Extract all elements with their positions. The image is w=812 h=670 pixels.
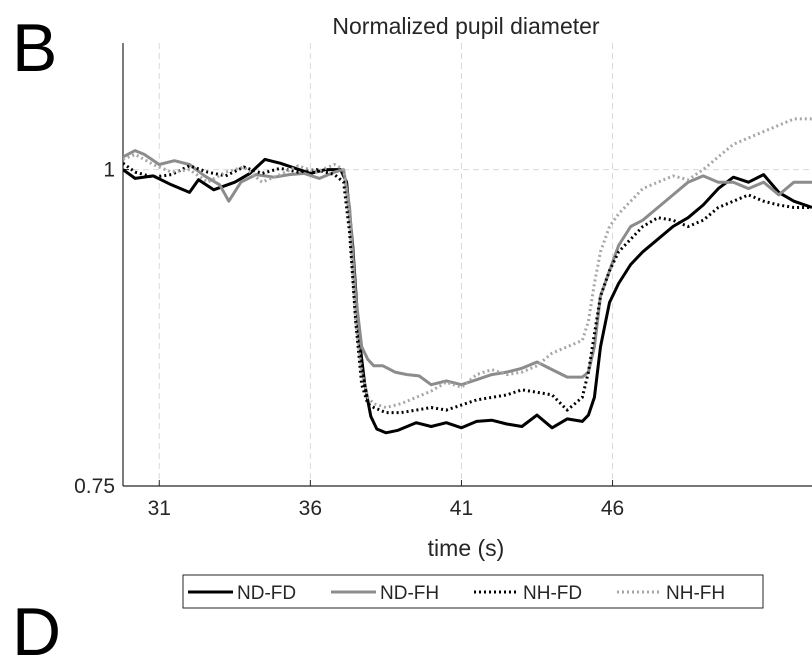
series-lines [123,117,812,435]
y-tick-label: 0.75 [74,475,115,498]
panel-label: B [12,10,58,86]
axes [122,43,812,487]
x-axis-label: time (s) [428,535,505,561]
series-line-nd-fh [123,149,812,387]
chart-title: Normalized pupil diameter [332,13,600,39]
series-line-nh-fd [123,161,812,415]
series-line-nh-fh [123,117,812,409]
x-tick-label: 31 [148,497,171,520]
legend-label-nh-fh: NH-FH [666,583,725,604]
legend: ND-FD ND-FH NH-FD NH-FH [182,574,764,609]
x-tick-label: 41 [450,497,473,520]
axis-ticks: 31 36 41 46 0.75 1 [74,159,624,520]
series-line-nd-fd [123,157,812,435]
legend-label-nh-fd: NH-FD [523,583,582,604]
x-tick-label: 36 [299,497,322,520]
legend-box [182,574,764,609]
x-tick-label: 46 [601,497,624,520]
pupil-diameter-chart: Normalized pupil diameter 31 36 41 460.751 … [74,13,812,609]
legend-label-nd-fh: ND-FH [380,583,439,604]
legend-label-nd-fd: ND-FD [237,583,296,604]
y-tick-label: 1 [103,159,115,182]
grid-lines [123,43,812,486]
